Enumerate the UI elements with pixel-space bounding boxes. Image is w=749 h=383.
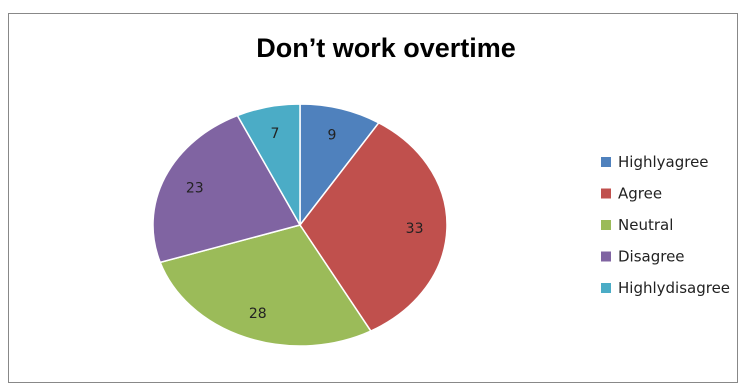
slice-labels: 9 33 28 23 7 (186, 126, 424, 322)
pie-slices (152, 103, 448, 347)
pie-slice-disagree (152, 114, 302, 264)
legend: Highlyagree Agree Neutral Disagree Highlydis… (601, 153, 730, 297)
slice-label-agree: 33 (406, 221, 424, 237)
pie-slice-highlyagree (299, 103, 380, 228)
pie-slice-highlydisagree (236, 103, 301, 228)
legend-swatch-highlydisagree (601, 283, 611, 293)
chart-title: Don’t work overtime (256, 33, 516, 63)
legend-swatch-disagree (601, 251, 611, 262)
legend-label-highlyagree: Highlyagree (618, 153, 709, 171)
legend-swatch-agree (601, 188, 611, 199)
legend-label-agree: Agree (618, 185, 662, 203)
slice-label-neutral: 28 (249, 306, 267, 322)
slice-label-highlyagree: 9 (328, 127, 337, 143)
slice-label-disagree: 23 (186, 181, 204, 197)
legend-label-highlydisagree: Highlydisagree (618, 279, 730, 297)
pie-slice-neutral (159, 224, 372, 347)
legend-swatch-highlyagree (601, 157, 611, 167)
slice-label-highlydisagree: 7 (271, 126, 280, 142)
pie-chart: Don’t work overtime 9 33 28 23 7 Highlyagree… (152, 33, 730, 347)
legend-swatch-neutral (601, 220, 611, 230)
legend-label-disagree: Disagree (618, 248, 685, 266)
legend-label-neutral: Neutral (618, 216, 673, 234)
